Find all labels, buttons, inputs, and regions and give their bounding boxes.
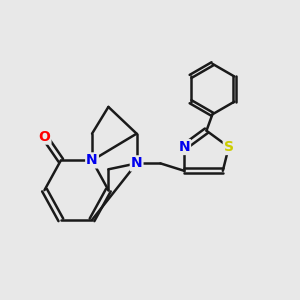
Text: N: N xyxy=(178,140,190,154)
Text: N: N xyxy=(86,153,98,167)
Text: S: S xyxy=(224,140,234,154)
Text: N: N xyxy=(131,156,142,170)
Text: O: O xyxy=(38,130,50,144)
